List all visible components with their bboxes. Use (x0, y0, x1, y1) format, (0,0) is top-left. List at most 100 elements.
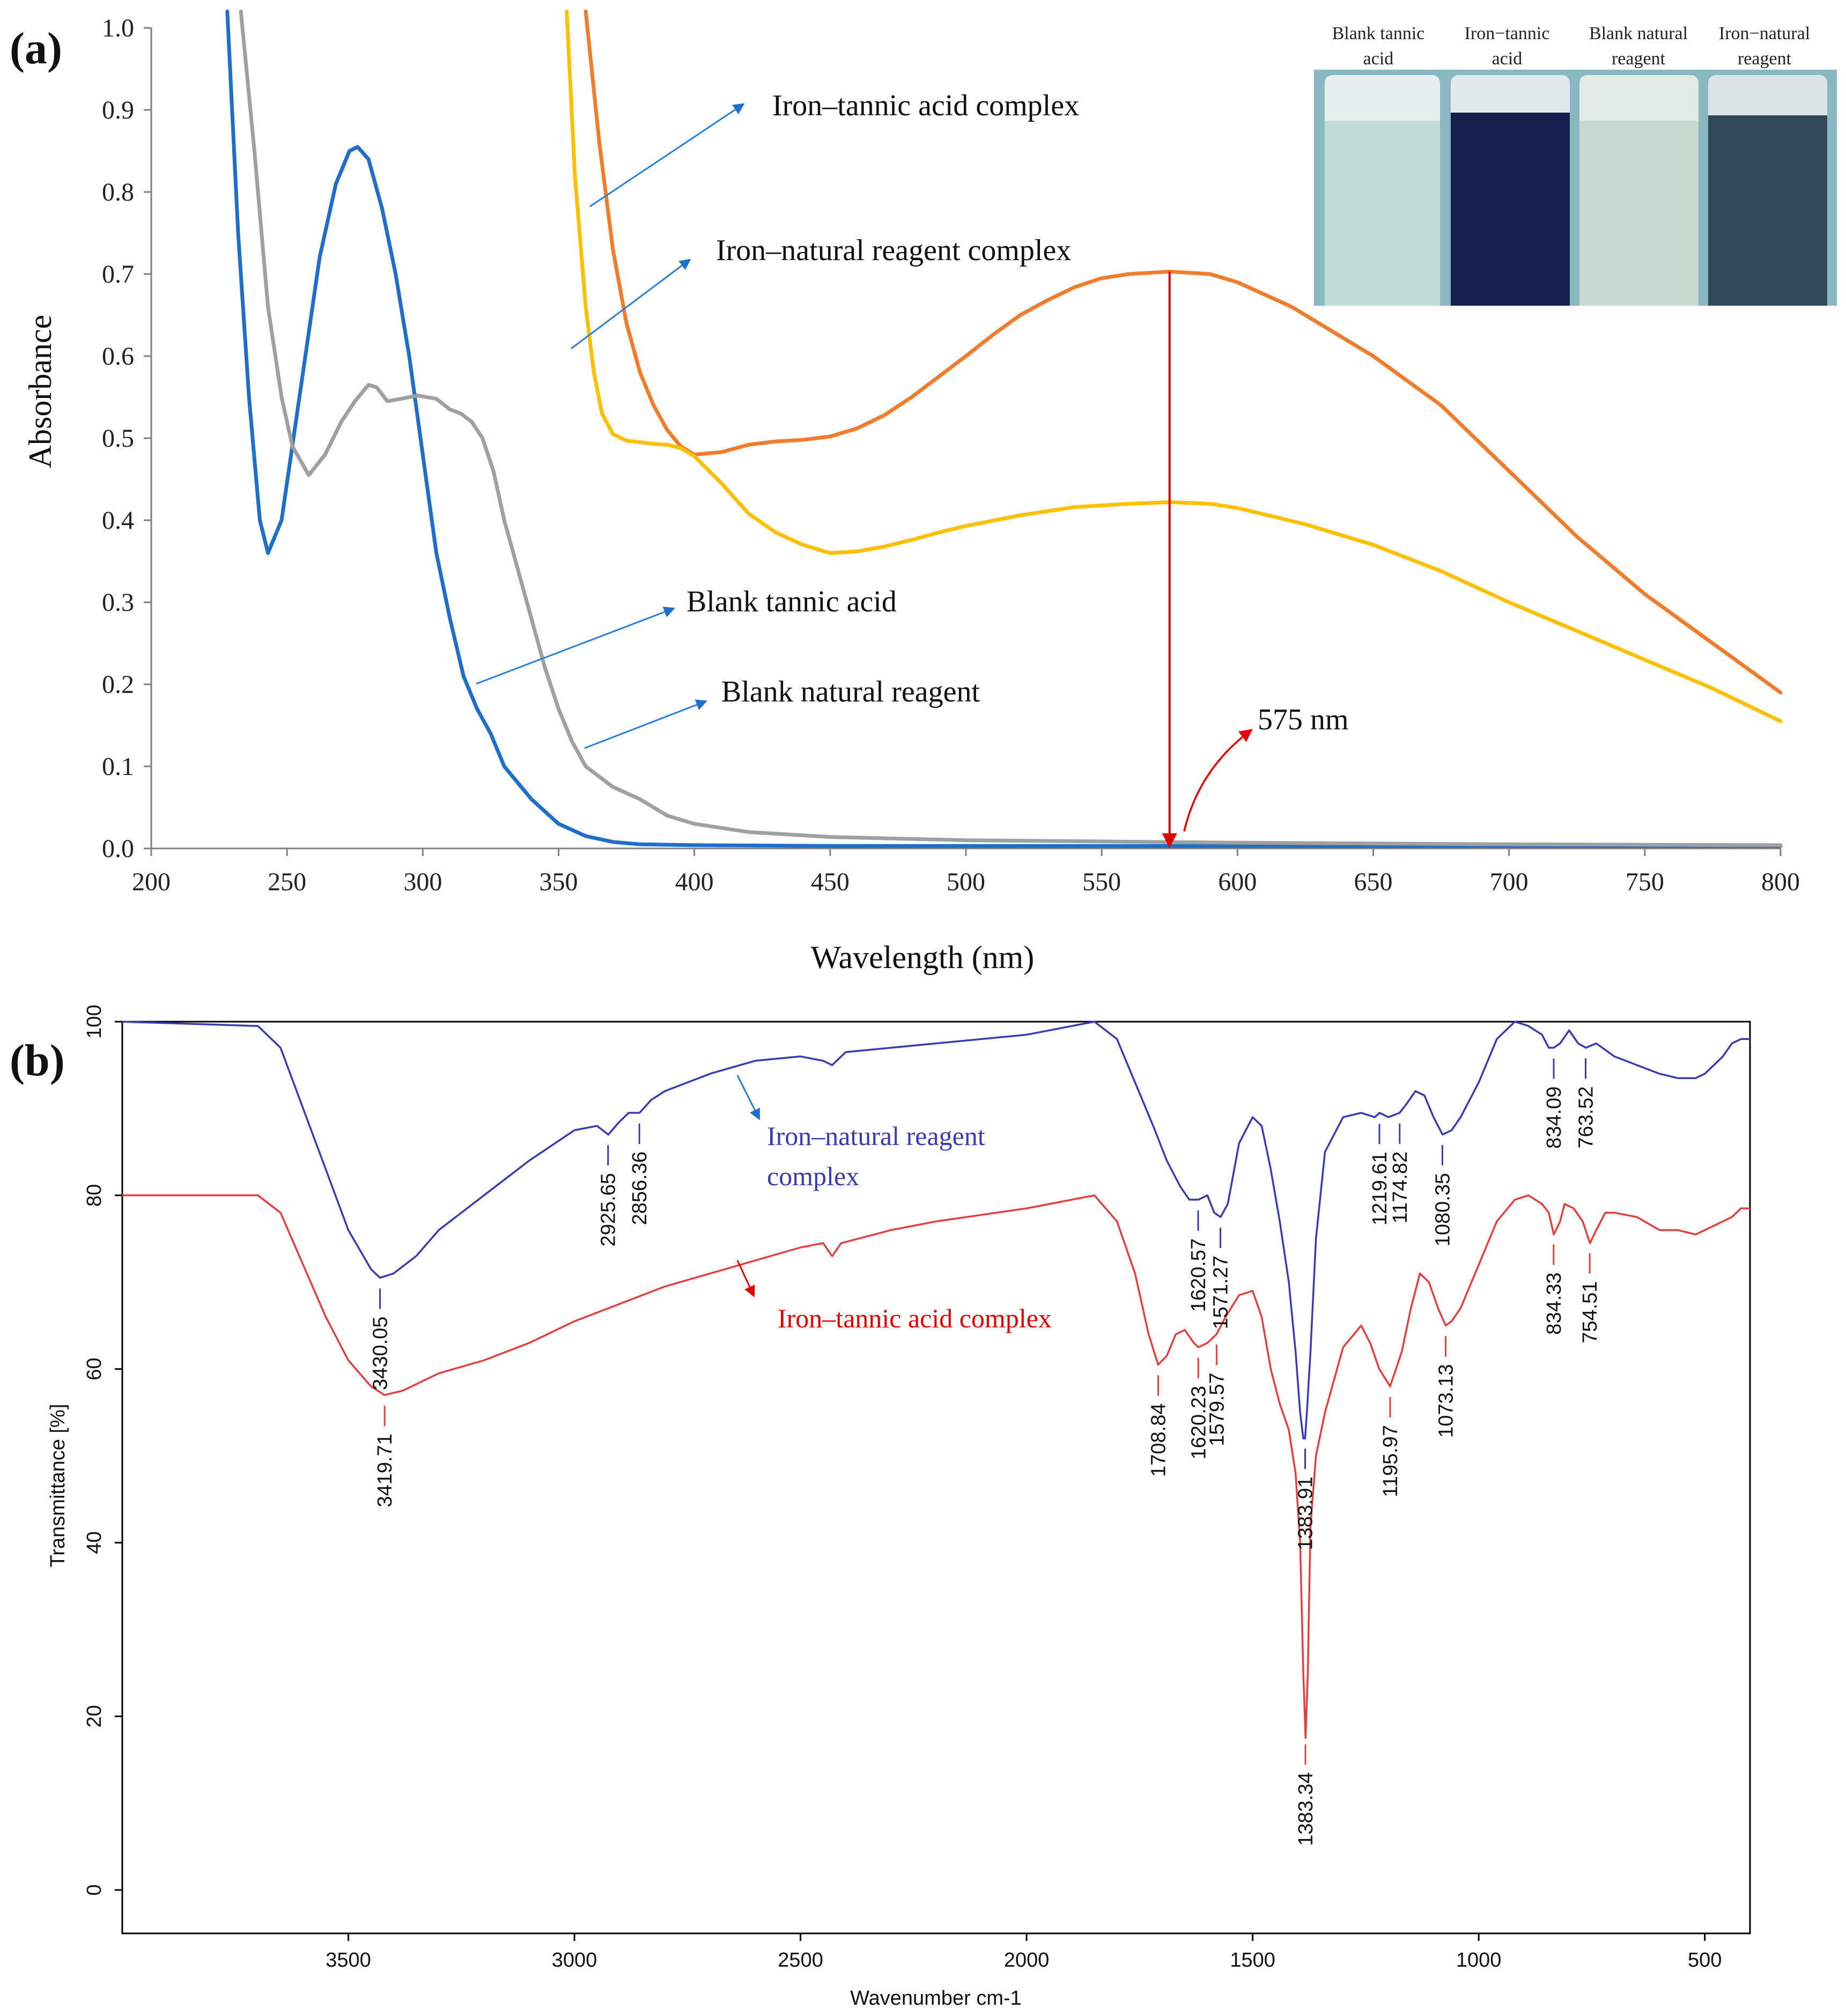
inset-label-4a: Iron−natural (1719, 24, 1810, 43)
ftir-x-axis-title: Wavenumber cm-1 (850, 1987, 1022, 2010)
inset-label-3a: Blank natural (1589, 24, 1688, 43)
uv-vis-x-axis-title: Wavelength (nm) (811, 940, 1035, 975)
uv-vis-y-tick-label: 0.5 (102, 424, 134, 453)
ftir-x-tick-label: 3500 (326, 1949, 371, 1971)
peak-label-834-33: 834.33 (1543, 1272, 1566, 1334)
uv-vis-x-tick-label: 300 (403, 868, 442, 896)
ftir-annotation-iron-tannic: Iron–tannic acid complex (778, 1303, 1052, 1333)
ftir-annotation-iron-natural-2: complex (767, 1161, 859, 1191)
inset-label-1b: acid (1363, 49, 1394, 69)
uv-vis-x-tick-label: 400 (675, 868, 714, 896)
peak-label-1579-57: 1579.57 (1206, 1372, 1229, 1446)
peak-label-1195-97: 1195.97 (1379, 1425, 1402, 1497)
ftir-y-axis-title: Transmittance [%] (47, 1404, 69, 1568)
peak-label-1383-34: 1383.34 (1295, 1772, 1317, 1845)
peak-label-763-52: 763.52 (1575, 1086, 1598, 1148)
uv-vis-x-tick-label: 500 (947, 868, 985, 896)
ftir-arrow-iron-tannic (736, 1260, 755, 1297)
annotation-arrow-blank-tannic (476, 607, 675, 685)
vial-iron-tannic (1451, 75, 1570, 306)
ftir-annotation-iron-natural-1: Iron–natural reagent (767, 1121, 985, 1151)
uv-vis-x-tick-label: 650 (1354, 868, 1393, 896)
uv-vis-x-tick-label: 750 (1626, 868, 1664, 896)
annotation-blank-tannic: Blank tannic acid (686, 585, 897, 618)
annotation-arrow-iron-tannic (589, 103, 745, 208)
panel-a-label: (a) (10, 24, 62, 73)
uv-vis-y-tick-label: 0.2 (102, 670, 134, 699)
ftir-y-tick-label: 80 (83, 1184, 106, 1207)
peak-label-1174-82: 1174.82 (1389, 1151, 1412, 1224)
inset-label-2b: acid (1492, 49, 1523, 69)
peak-label-2856-36: 2856.36 (629, 1151, 651, 1225)
uv-vis-x-tick-label: 450 (811, 868, 850, 896)
annotation-arrow-blank-natural (584, 699, 707, 749)
series-line-blank-natural-reagent (239, 9, 1783, 847)
vial-photo-inset: Blank tannic acid Iron−tannic acid Blank… (1314, 24, 1837, 306)
annotation-iron-tannic: Iron–tannic acid complex (772, 89, 1079, 122)
ftir-arrow-iron-natural (736, 1075, 760, 1120)
inset-label-4b: reagent (1738, 49, 1792, 69)
peak-label-1620-57: 1620.57 (1187, 1238, 1210, 1312)
ftir-x-tick-label: 2000 (1004, 1949, 1050, 1971)
uv-vis-y-tick-label: 0.1 (102, 752, 134, 781)
uv-vis-x-tick-label: 700 (1490, 868, 1529, 896)
annotation-blank-natural: Blank natural reagent (721, 675, 980, 708)
peak-label-1073-13: 1073.13 (1435, 1364, 1458, 1437)
peak-label-1571-27: 1571.27 (1210, 1256, 1232, 1329)
ftir-y-tick-label: 100 (83, 1005, 106, 1038)
peak-label-1708-84: 1708.84 (1148, 1403, 1170, 1476)
uv-vis-tick-labels: 200 250 300 350 400 450 500 550 600 650 700 750 800 0… (102, 14, 1800, 896)
annotation-arrow-iron-natural (571, 259, 691, 350)
inset-label-1a: Blank tannic (1332, 24, 1425, 43)
inset-label-2a: Iron−tannic (1465, 24, 1550, 43)
ftir-line-iron-natural-reagent-complex (122, 1021, 1750, 1439)
annotation-iron-natural: Iron–natural reagent complex (716, 234, 1071, 267)
ftir-line-iron-tannic-acid-complex (122, 1194, 1750, 1739)
panel-b-label: (b) (10, 1036, 65, 1085)
peak-label-3419-71: 3419.71 (374, 1434, 396, 1507)
series-line-iron-natural-reagent-complex (565, 9, 1783, 723)
series-line-blank-tannic-acid (225, 9, 1783, 848)
ftir-y-tick-label: 40 (83, 1531, 106, 1554)
uv-vis-y-tick-label: 0.7 (102, 260, 134, 289)
series-line-iron-tannic-acid-complex (584, 9, 1783, 695)
peak-label-834-09: 834.09 (1543, 1087, 1566, 1149)
wavelength-575-curved-arrow (1183, 729, 1253, 832)
inset-label-3b: reagent (1612, 49, 1666, 69)
ftir-chart: (b) 3500 3000 2500 2000 1500 1000 500 0 20 40 60 80… (10, 1005, 1751, 2010)
vial-blank-natural (1579, 75, 1699, 306)
ftir-plot-frame (121, 1021, 1751, 1934)
uv-vis-y-tick-label: 0.0 (102, 835, 134, 863)
vial-iron-natural (1708, 75, 1827, 306)
peak-label-2925-65: 2925.65 (597, 1173, 620, 1246)
uv-vis-x-tick-label: 600 (1218, 868, 1257, 896)
peak-label-1080-35: 1080.35 (1431, 1173, 1454, 1246)
ftir-peak-labels: 3430.05 2925.65 2856.36 1620.57 1571.27 1383.… (369, 1058, 1601, 1846)
uv-vis-x-tick-label: 200 (132, 868, 171, 896)
ftir-y-tick-label: 20 (83, 1705, 106, 1727)
uv-vis-y-tick-label: 0.3 (102, 588, 134, 617)
ftir-series (122, 1021, 1750, 1739)
uv-vis-y-tick-label: 1.0 (102, 14, 134, 42)
peak-label-754-51: 754.51 (1579, 1281, 1601, 1343)
uv-vis-y-tick-label: 0.9 (102, 96, 134, 124)
wavelength-575-label: 575 nm (1258, 703, 1349, 736)
uv-vis-y-axis-title: Absorbance (23, 315, 58, 469)
peak-label-1383-91: 1383.91 (1295, 1476, 1317, 1550)
ftir-x-tick-label: 2500 (778, 1949, 823, 1971)
uv-vis-x-tick-label: 350 (540, 868, 578, 896)
ftir-x-tick-label: 1000 (1456, 1949, 1502, 1971)
uv-vis-x-tick-label: 250 (268, 868, 306, 896)
ftir-x-tick-label: 1500 (1230, 1949, 1275, 1971)
peak-label-1620-23: 1620.23 (1187, 1386, 1210, 1459)
uv-vis-y-tick-label: 0.8 (102, 178, 134, 206)
ftir-y-tick-label: 0 (83, 1884, 106, 1895)
ftir-x-tick-label: 3000 (552, 1949, 597, 1971)
uv-vis-y-tick-label: 0.4 (102, 506, 134, 535)
uv-vis-series (225, 9, 1783, 848)
vial-blank-tannic (1325, 75, 1440, 306)
ftir-y-tick-label: 60 (83, 1357, 106, 1380)
uv-vis-x-tick-label: 800 (1761, 868, 1800, 896)
ftir-x-tick-label: 500 (1688, 1949, 1722, 1971)
